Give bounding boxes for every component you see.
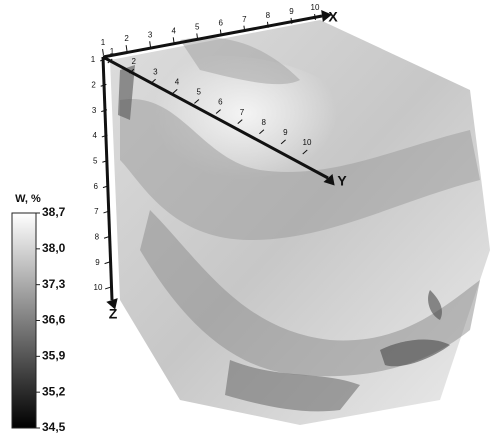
tick-mark [104,286,112,290]
tick-mark [259,129,265,135]
tick-label: 1 [91,55,96,64]
tick-mark [215,109,221,114]
tick-label: 9 [283,128,288,137]
colorbar-title: W, % [15,193,41,205]
tick-label: 8 [95,232,100,241]
tick-label: 3 [153,67,158,76]
tick-label: 2 [91,80,96,89]
colorbar-tick-label: 35,9 [42,349,66,363]
tick-label: 6 [218,98,223,107]
tick-label: 5 [93,156,98,165]
axis-arrow [106,298,118,310]
axis-line [101,56,114,301]
tick-mark [99,58,107,62]
tick-label: 9 [289,7,294,16]
tick-label: 4 [175,77,180,86]
tick-mark [266,21,269,28]
tick-mark [102,48,104,56]
tick-mark [102,185,109,189]
tick-label: 8 [261,118,266,127]
tick-mark [107,58,113,64]
axis-label: Y [337,173,347,189]
tick-label: 7 [94,207,99,216]
tick-label: 10 [94,283,103,292]
tick-label: 5 [195,23,200,32]
tick-mark [125,45,128,52]
tick-label: 2 [131,57,136,66]
tick-label: 4 [171,26,176,35]
axis-label: X [328,9,338,25]
tick-label: 2 [124,34,129,43]
tick-mark [103,210,110,214]
tick-label: 6 [94,182,99,191]
tick-label: 10 [311,3,320,12]
colorbar-tick-label: 34,5 [42,420,66,434]
tick-mark [102,159,109,163]
tick-mark [302,149,308,155]
tick-label: 8 [266,11,271,20]
tick-label: 1 [101,38,106,47]
tick-label: 6 [219,19,224,28]
colorbar-tick-label: 37,3 [42,277,66,291]
tick-label: 5 [196,88,201,97]
tick-mark [280,139,286,145]
colorbar-tick-label: 36,6 [42,313,66,327]
colorbar-tick-label: 38,0 [42,241,66,255]
tick-mark [172,37,175,44]
colorbar-tick-label: 35,2 [42,384,66,398]
axis-line [102,55,329,180]
tick-mark [243,25,246,32]
tick-mark [104,261,111,265]
colorbar [11,212,37,429]
tick-label: 7 [240,108,245,117]
tick-mark [150,78,156,84]
tick-mark [219,29,222,36]
tick-label: 3 [92,106,97,115]
tick-label: 3 [148,30,153,39]
tick-label: 9 [95,258,100,267]
tick-label: 10 [303,138,312,147]
tick-mark [290,17,293,24]
tick-label: 7 [242,15,247,24]
tick-mark [103,235,110,239]
tick-mark [100,83,107,87]
tick-mark [237,119,243,125]
tick-mark [149,41,152,48]
tick-mark [101,109,108,113]
axis-arrow [323,174,335,186]
axis-line [102,14,323,59]
tick-mark [172,88,178,94]
tick-mark [101,134,108,138]
volume-render [110,20,490,425]
tick-mark [129,68,135,74]
tick-label: 4 [92,131,97,140]
tick-mark [194,99,200,104]
colorbar-tick-label: 38,7 [42,205,66,219]
tick-mark [314,13,316,21]
axis-label: Z [109,306,118,322]
tick-label: 1 [110,47,115,56]
axis-arrow [321,10,332,22]
tick-mark [196,33,199,40]
